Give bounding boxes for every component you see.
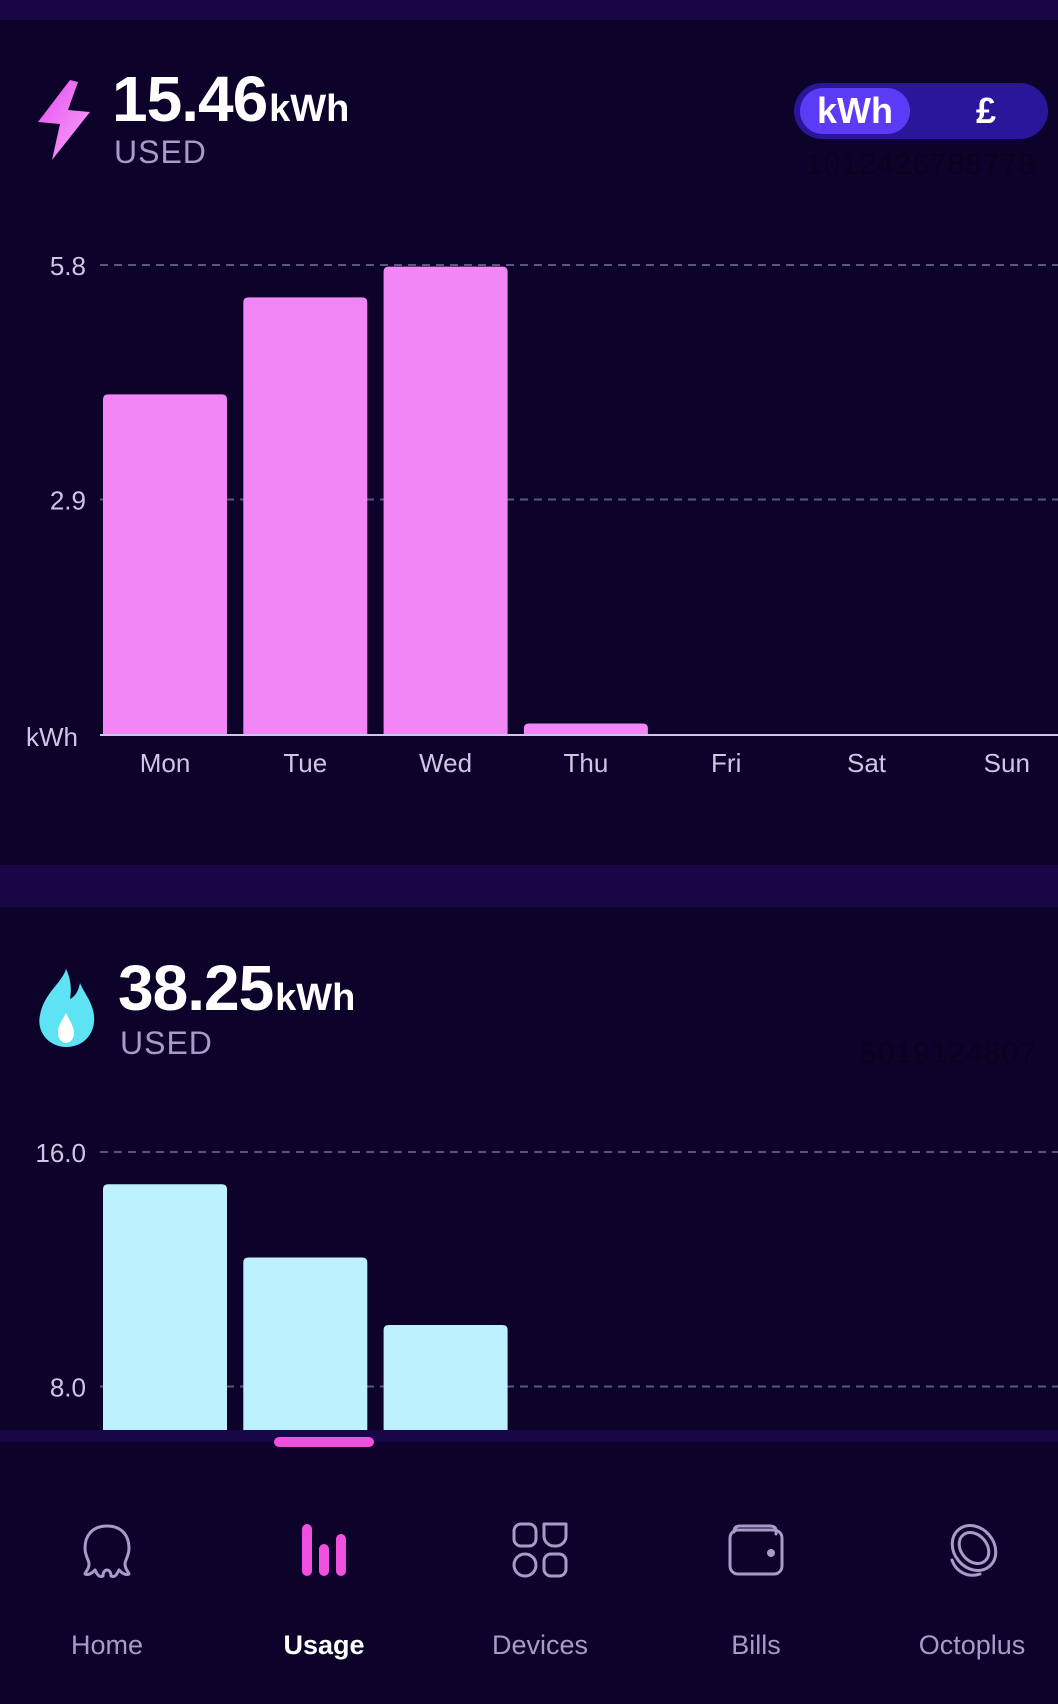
gas-used-label: USED xyxy=(120,1025,213,1061)
x-tick-label: Thu xyxy=(563,748,608,778)
top-band xyxy=(0,0,1058,20)
active-tab-indicator xyxy=(274,1437,374,1447)
y-tick-label: 8.0 xyxy=(50,1373,86,1403)
nav-label-octoplus: Octoplus xyxy=(918,1630,1026,1660)
nav-top-band xyxy=(0,1430,1058,1442)
bar-tue xyxy=(243,1257,368,1430)
electricity-used-label: USED xyxy=(114,134,207,170)
nav-label-home: Home xyxy=(70,1630,144,1660)
nav-item-bills[interactable]: Bills xyxy=(681,1442,831,1704)
y-tick-label: 2.9 xyxy=(50,486,86,516)
x-tick-label: Mon xyxy=(140,748,191,778)
gas-total-unit: kWh xyxy=(275,977,356,1019)
toggle-pound-option[interactable]: £ xyxy=(975,90,997,131)
nav-label-bills: Bills xyxy=(731,1630,781,1660)
flame-icon xyxy=(39,969,95,1047)
bar-thu xyxy=(523,723,648,734)
nav-item-devices[interactable]: Devices xyxy=(465,1442,615,1704)
wallet-icon xyxy=(728,1524,784,1576)
electricity-bar-chart: 5.8 2.9 kWh Mon Tue Wed Thu Fri Sat Sun xyxy=(26,251,1058,778)
electricity-total: 15.46kWh xyxy=(112,62,349,136)
x-tick-label: Sun xyxy=(984,748,1030,778)
bottom-nav: Home Usage Devices Bills Octo xyxy=(0,1442,1058,1704)
nav-item-usage[interactable]: Usage xyxy=(249,1442,399,1704)
x-tick-label: Tue xyxy=(283,748,327,778)
electricity-card: 15.46kWh USED 1012426788778 kWh £ 5.8 2.9… xyxy=(0,20,1058,865)
nav-label-devices: Devices xyxy=(491,1630,589,1660)
lightning-bolt-icon xyxy=(38,80,90,160)
unit-toggle[interactable]: kWh £ xyxy=(794,83,1048,139)
y-axis-unit-label: kWh xyxy=(26,722,78,752)
y-tick-label: 5.8 xyxy=(50,251,86,281)
x-tick-label: Wed xyxy=(419,748,472,778)
electricity-total-value: 15.46 xyxy=(112,63,268,135)
nav-label-usage: Usage xyxy=(283,1630,365,1660)
y-tick-label: 16.0 xyxy=(35,1138,86,1168)
gas-total: 38.25kWh xyxy=(118,951,355,1025)
nav-item-home[interactable]: Home xyxy=(32,1442,182,1704)
bar-tue xyxy=(243,297,368,734)
grid-icon xyxy=(512,1522,568,1578)
bar-chart-icon xyxy=(302,1524,346,1576)
x-tick-label: Fri xyxy=(711,748,741,778)
toggle-kwh-option[interactable]: kWh xyxy=(800,88,910,134)
bar-wed xyxy=(383,266,508,734)
coin-icon xyxy=(950,1524,998,1577)
nav-item-octoplus[interactable]: Octoplus xyxy=(897,1442,1047,1704)
octopus-icon xyxy=(83,1524,131,1578)
gas-meter-id: 5019124807 xyxy=(860,1037,1037,1070)
gas-total-value: 38.25 xyxy=(118,952,274,1024)
bar-mon xyxy=(103,394,227,734)
bar-mon xyxy=(103,1184,227,1430)
gas-bar-chart: 16.08.0kWhMonTueWedThuFriSatSun xyxy=(35,1138,1058,1430)
gas-card: 38.25kWh USED 5019124807 16.08.0kWhMonTu… xyxy=(0,907,1058,1430)
electricity-meter-id: 1012426788778 xyxy=(806,148,1036,181)
electricity-total-unit: kWh xyxy=(269,88,350,130)
x-tick-label: Sat xyxy=(847,748,887,778)
bar-wed xyxy=(383,1324,508,1430)
separator-band xyxy=(0,865,1058,907)
